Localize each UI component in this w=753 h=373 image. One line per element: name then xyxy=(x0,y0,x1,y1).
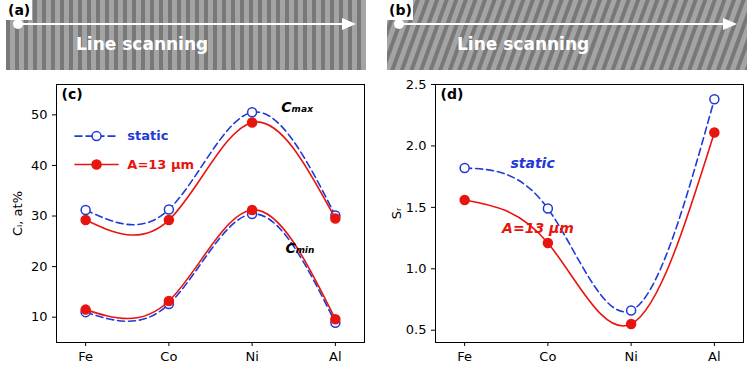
svg-text:Fe: Fe xyxy=(457,349,472,364)
svg-text:1.0: 1.0 xyxy=(406,261,427,276)
svg-text:A=13 μm: A=13 μm xyxy=(127,157,194,172)
svg-text:(d): (d) xyxy=(441,86,464,102)
svg-text:Al: Al xyxy=(329,349,342,364)
svg-text:static: static xyxy=(127,128,168,143)
svg-text:Co: Co xyxy=(160,349,177,364)
svg-text:Line scanning: Line scanning xyxy=(457,34,589,54)
svg-text:Ni: Ni xyxy=(245,349,258,364)
svg-text:(b): (b) xyxy=(389,2,412,18)
svg-text:Al: Al xyxy=(708,349,721,364)
svg-text:Cₘᵢₙ: Cₘᵢₙ xyxy=(285,240,314,256)
svg-text:A=13 μm: A=13 μm xyxy=(501,220,574,236)
svg-text:Sᵣ: Sᵣ xyxy=(389,207,404,219)
svg-text:Fe: Fe xyxy=(78,349,93,364)
svg-text:Co: Co xyxy=(539,349,556,364)
svg-text:Cᵢ, at%: Cᵢ, at% xyxy=(10,191,25,236)
svg-text:static: static xyxy=(510,155,555,171)
svg-text:(a): (a) xyxy=(8,2,30,18)
svg-text:30: 30 xyxy=(31,208,48,223)
svg-text:2.0: 2.0 xyxy=(406,138,427,153)
svg-text:0.5: 0.5 xyxy=(406,322,427,337)
svg-text:10: 10 xyxy=(31,309,48,324)
svg-text:Line scanning: Line scanning xyxy=(76,34,208,54)
svg-text:1.5: 1.5 xyxy=(406,200,427,215)
svg-text:40: 40 xyxy=(31,158,48,173)
svg-text:20: 20 xyxy=(31,259,48,274)
svg-text:Ni: Ni xyxy=(624,349,637,364)
svg-text:50: 50 xyxy=(31,107,48,122)
svg-text:(c): (c) xyxy=(62,86,83,102)
svg-text:2.5: 2.5 xyxy=(406,77,427,92)
svg-text:Cₘₐₓ: Cₘₐₓ xyxy=(281,99,313,115)
